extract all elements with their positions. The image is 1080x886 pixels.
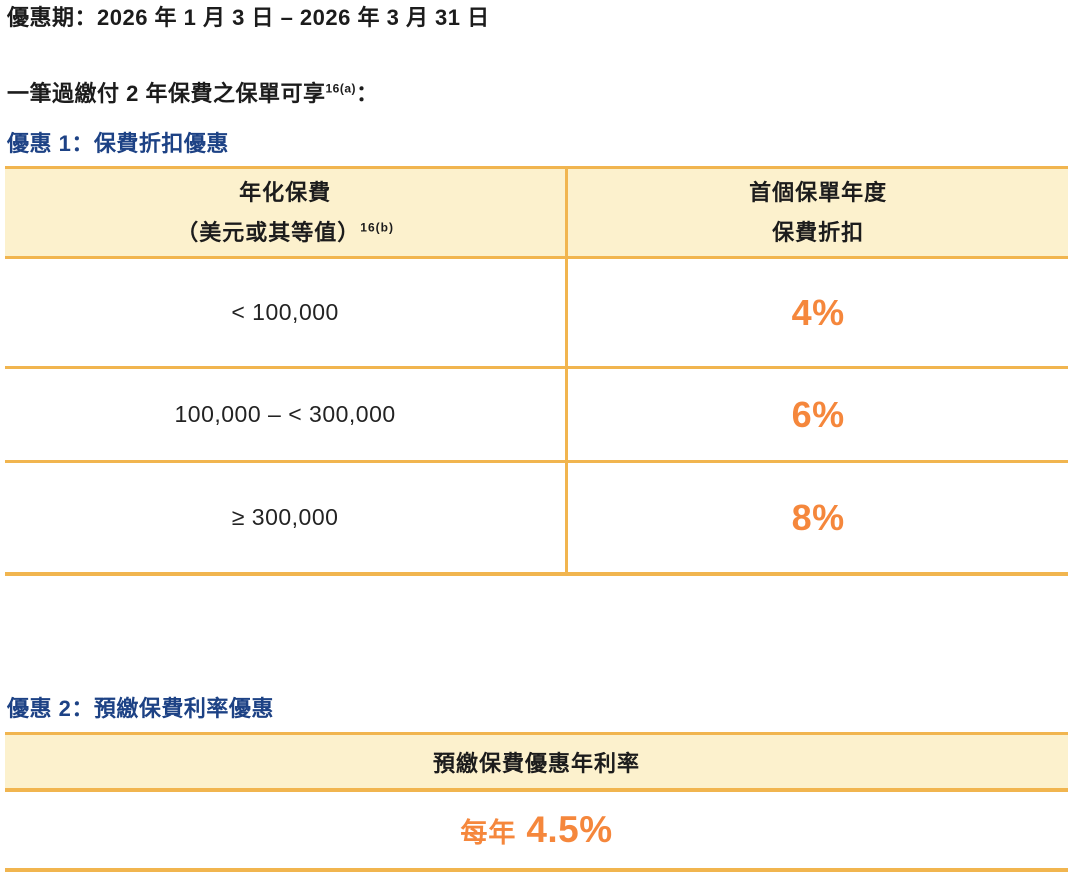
discount-value: 6% <box>791 393 845 435</box>
offer1-heading: 優惠 1：保費折扣優惠 <box>7 131 229 156</box>
intro-colon: ： <box>355 81 379 106</box>
discount-cell: 8% <box>565 463 1068 572</box>
document: 優惠期：2026 年 1 月 3 日 – 2026 年 3 月 31 日 一筆過… <box>5 0 1068 872</box>
header-col1-line2: （美元或其等值）16(b) <box>176 220 394 245</box>
discount-value: 8% <box>791 496 845 538</box>
header-col2-line1: 首個保單年度 <box>749 180 888 205</box>
footnote-ref-16a: 16(a) <box>325 81 356 96</box>
header-first-year-discount: 首個保單年度 保費折扣 <box>565 169 1068 256</box>
footnote-ref-16b: 16(b) <box>360 220 394 235</box>
header-col1-line1: 年化保費 <box>239 180 332 205</box>
premium-band-cell: 100,000 – < 300,000 <box>5 369 565 460</box>
discount-cell: 4% <box>565 259 1068 366</box>
header-annualized-premium: 年化保費 （美元或其等值）16(b) <box>5 169 565 256</box>
table-header-row: 年化保費 （美元或其等值）16(b) 首個保單年度 保費折扣 <box>5 169 1068 259</box>
rate-prefix: 每年 <box>460 817 517 848</box>
header-col2-line2: 保費折扣 <box>772 220 865 245</box>
premium-band-cell: ≥ 300,000 <box>5 463 565 572</box>
rate-value: 4.5% <box>526 809 613 850</box>
premium-band: < 100,000 <box>231 299 339 325</box>
table-row: ≥ 300,000 8% <box>5 463 1068 572</box>
promo-period-line: 優惠期：2026 年 1 月 3 日 – 2026 年 3 月 31 日 <box>7 5 490 30</box>
offer2-heading: 優惠 2：預繳保費利率優惠 <box>7 696 274 721</box>
intro-text: 一筆過繳付 2 年保費之保單可享 <box>7 81 326 106</box>
discount-cell: 6% <box>565 369 1068 460</box>
prepayment-rate-table: 預繳保費優惠年利率 每年 4.5% <box>5 732 1068 872</box>
intro-line: 一筆過繳付 2 年保費之保單可享16(a)： <box>5 80 1068 108</box>
prepayment-rate-header: 預繳保費優惠年利率 <box>5 735 1068 792</box>
table-row: < 100,000 4% <box>5 259 1068 369</box>
premium-band: 100,000 – < 300,000 <box>174 401 396 427</box>
premium-discount-table: 年化保費 （美元或其等值）16(b) 首個保單年度 保費折扣 < 100,000… <box>5 166 1068 576</box>
discount-value: 4% <box>791 291 845 333</box>
prepayment-rate-row: 每年 4.5% <box>5 792 1068 872</box>
premium-band-cell: < 100,000 <box>5 259 565 366</box>
table-row: 100,000 – < 300,000 6% <box>5 369 1068 463</box>
premium-band: ≥ 300,000 <box>231 504 339 530</box>
